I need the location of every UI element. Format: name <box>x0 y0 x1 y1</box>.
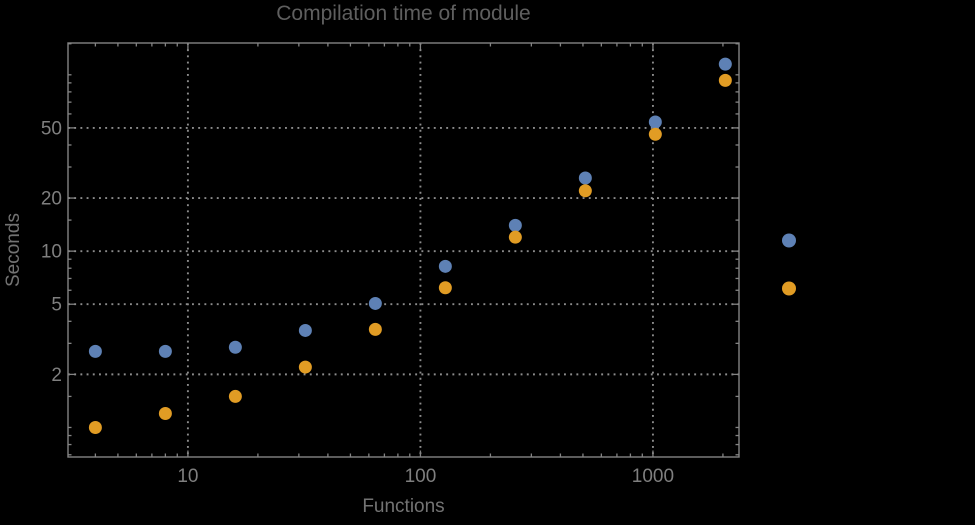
data-point-blue-series <box>718 57 732 71</box>
data-point-orange-series <box>578 184 592 198</box>
data-point-orange-series <box>718 73 732 87</box>
y-tick-label: 5 <box>51 295 62 316</box>
data-point-orange-series <box>508 230 522 244</box>
plot-frame <box>67 42 740 458</box>
y-tick-label: 50 <box>41 118 62 139</box>
data-point-orange-series <box>298 360 312 374</box>
data-point-blue-series <box>88 344 102 358</box>
x-tick-label: 1000 <box>632 466 674 487</box>
data-point-blue-series <box>508 218 522 232</box>
data-point-orange-series <box>88 420 102 434</box>
data-point-blue-series <box>438 259 452 273</box>
data-point-blue-series <box>228 340 242 354</box>
x-axis-label: Functions <box>362 496 445 517</box>
y-tick-label: 10 <box>41 242 62 263</box>
data-point-blue-series <box>158 344 172 358</box>
x-tick-label: 10 <box>177 466 198 487</box>
data-point-orange-series <box>228 389 242 403</box>
data-point-orange-series <box>438 281 452 295</box>
data-point-orange-series <box>158 407 172 421</box>
data-point-blue-series <box>368 296 382 310</box>
x-tick-label: 100 <box>405 466 437 487</box>
data-point-blue-series <box>578 171 592 185</box>
y-tick-label: 20 <box>41 189 62 210</box>
y-tick-label: 2 <box>51 365 62 386</box>
data-point-orange-series <box>648 127 662 141</box>
legend-marker-blue-series <box>782 233 796 248</box>
data-point-blue-series <box>298 323 312 337</box>
data-point-orange-series <box>368 322 382 336</box>
legend-marker-orange-series <box>782 281 796 296</box>
data-point-blue-series <box>648 115 662 129</box>
chart-title: Compilation time of module <box>276 2 531 25</box>
